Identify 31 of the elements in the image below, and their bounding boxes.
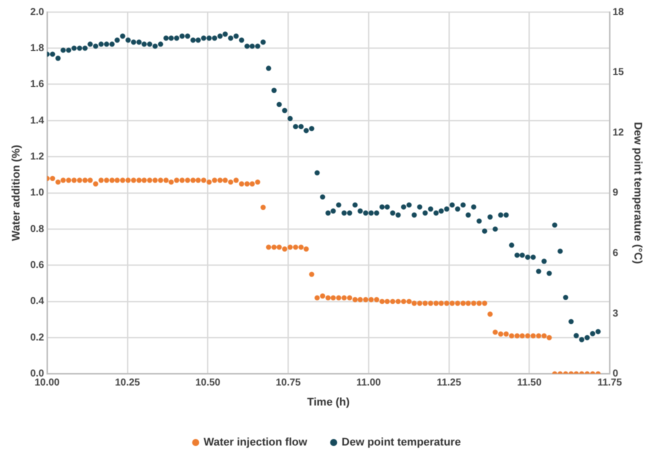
y-tick-label: 1.4 xyxy=(30,115,45,126)
x-tick-label: 11.25 xyxy=(436,378,462,389)
y-tick-label: 1.0 xyxy=(30,188,45,199)
x-tick-label: 10.00 xyxy=(34,378,60,389)
y-tick-label: 2.0 xyxy=(30,6,45,18)
y2-tick-label: 18 xyxy=(612,6,624,18)
y-tick-label: 0.0 xyxy=(30,368,45,380)
x-tick-label: 11.50 xyxy=(517,378,542,389)
y2-tick-label: 15 xyxy=(612,67,624,78)
y2-tick-label: 0 xyxy=(612,368,619,380)
x-tick-label: 11.00 xyxy=(356,378,382,389)
y-tick-label: 0.6 xyxy=(30,260,45,272)
y2-tick-label: 3 xyxy=(612,308,619,320)
y-axis-title: Water addition (%) xyxy=(10,144,23,241)
y2-tick-label: 6 xyxy=(612,248,619,259)
y-tick-label: 1.2 xyxy=(30,151,45,162)
x-axis-title: Time (h) xyxy=(307,396,350,408)
y-tick-label: 1.6 xyxy=(30,79,45,90)
y-tick-label: 0.2 xyxy=(30,332,45,344)
y2-tick-label: 12 xyxy=(612,127,624,138)
y-tick-label: 1.8 xyxy=(30,42,45,54)
x-tick-label: 10.50 xyxy=(195,378,221,389)
legend-label: Dew point temperature xyxy=(342,436,461,449)
x-tick-label: 10.25 xyxy=(114,378,140,389)
y2-tick-label: 9 xyxy=(612,188,619,199)
x-tick-label: 10.75 xyxy=(276,378,302,389)
y2-axis-title: Dew point temperature (°C) xyxy=(631,122,644,264)
y-tick-label: 0.8 xyxy=(30,224,45,235)
x-tick-label: 11.75 xyxy=(597,378,622,389)
y-tick-label: 0.4 xyxy=(30,296,45,308)
legend-label: Water injection flow xyxy=(204,436,308,449)
